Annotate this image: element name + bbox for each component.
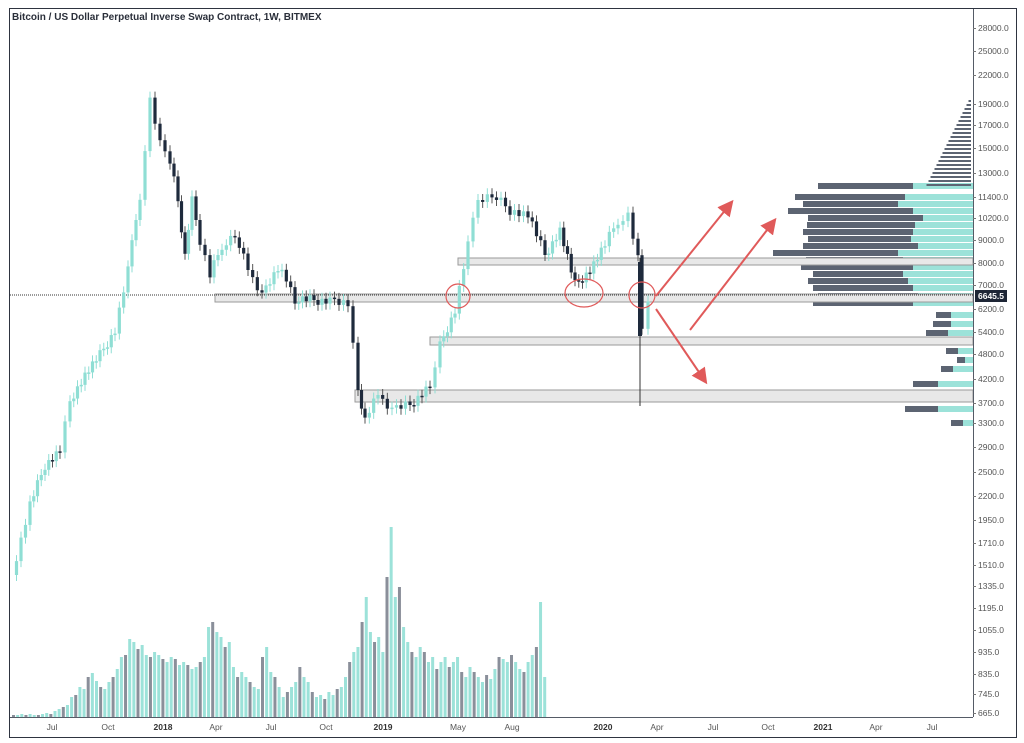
price-tick: 4200.0 bbox=[973, 374, 1004, 384]
price-tick: 15000.0 bbox=[973, 143, 1009, 153]
price-tick: 1510.0 bbox=[973, 560, 1004, 570]
price-tick: 5400.0 bbox=[973, 327, 1004, 337]
time-label: Jul bbox=[926, 722, 938, 732]
price-tick: 22000.0 bbox=[973, 70, 1009, 80]
price-tick: 1055.0 bbox=[973, 625, 1004, 635]
time-label: Oct bbox=[319, 722, 333, 732]
price-tick: 835.0 bbox=[972, 669, 1000, 679]
price-tick: 2500.0 bbox=[973, 467, 1004, 477]
time-label: Apr bbox=[650, 722, 664, 732]
price-tick: 3700.0 bbox=[973, 398, 1004, 408]
last-price-badge: 6645.5 bbox=[975, 290, 1007, 302]
time-label: 2019 bbox=[373, 722, 393, 732]
price-tick: 1195.0 bbox=[972, 603, 1004, 613]
time-label: Apr bbox=[209, 722, 223, 732]
price-axis[interactable]: 28000.0 25000.0 22000.0 19000.0 17000.0 15000… bbox=[972, 9, 1017, 718]
time-label: Aug bbox=[504, 722, 520, 732]
time-label: May bbox=[449, 722, 467, 732]
price-tick: 1710.0 bbox=[973, 538, 1004, 548]
time-label: Jul bbox=[46, 722, 58, 732]
price-tick: 17000.0 bbox=[973, 120, 1009, 130]
price-tick: 4800.0 bbox=[973, 349, 1004, 359]
price-tick: 28000.0 bbox=[973, 23, 1009, 33]
price-tick: 1335.0 bbox=[973, 581, 1004, 591]
price-tick: 2200.0 bbox=[973, 491, 1004, 501]
plot-area[interactable] bbox=[10, 9, 973, 717]
price-tick: 7000.0 bbox=[973, 280, 1004, 290]
price-tick: 9000.0 bbox=[973, 235, 1004, 245]
price-tick: 665.0 bbox=[972, 708, 1000, 718]
time-label: 2021 bbox=[813, 722, 833, 732]
price-tick: 935.0 bbox=[972, 647, 1000, 657]
price-tick: 2900.0 bbox=[973, 442, 1004, 452]
price-tick: 1950.0 bbox=[973, 515, 1004, 525]
time-label: Oct bbox=[761, 722, 775, 732]
price-tick: 10200.0 bbox=[973, 213, 1009, 223]
time-label: Apr bbox=[869, 722, 883, 732]
time-label: Oct bbox=[101, 722, 115, 732]
price-tick: 19000.0 bbox=[973, 99, 1009, 109]
chart-title: Bitcoin / US Dollar Perpetual Inverse Sw… bbox=[12, 12, 322, 23]
price-tick: 3300.0 bbox=[973, 418, 1004, 428]
price-tick: 11400.0 bbox=[972, 192, 1009, 202]
price-tick: 25000.0 bbox=[973, 46, 1009, 56]
time-label: 2018 bbox=[153, 722, 173, 732]
price-tick: 745.0 bbox=[972, 689, 1000, 699]
price-chart-canvas[interactable] bbox=[10, 9, 973, 717]
price-tick: 13000.0 bbox=[973, 168, 1009, 178]
price-tick: 6200.0 bbox=[973, 304, 1004, 314]
price-tick: 8000.0 bbox=[973, 258, 1004, 268]
time-label: Jul bbox=[265, 722, 277, 732]
time-axis[interactable]: Jul Oct 2018 Apr Jul Oct 2019 May Aug 2020 Apr Jul O… bbox=[10, 717, 973, 738]
chart-frame bbox=[9, 8, 1017, 738]
time-label: Jul bbox=[707, 722, 719, 732]
time-label: 2020 bbox=[593, 722, 613, 732]
